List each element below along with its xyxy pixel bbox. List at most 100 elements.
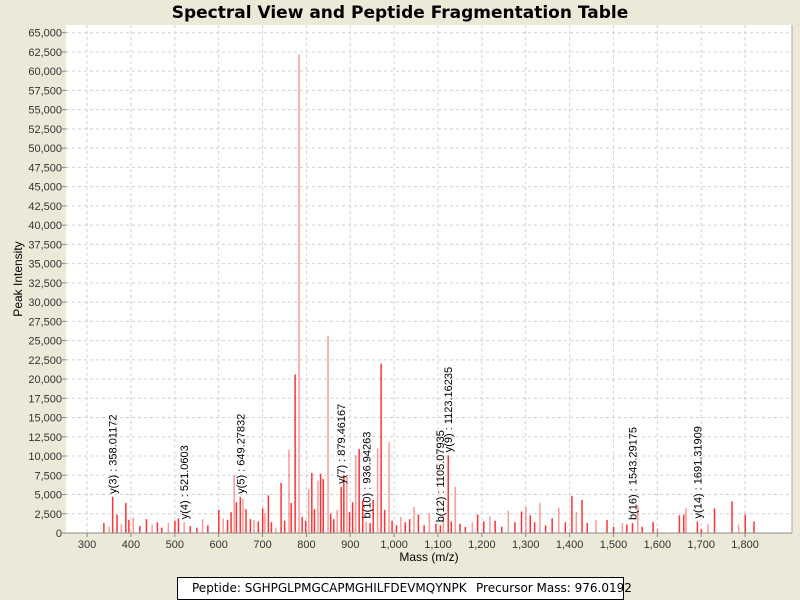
fragment-annotation: y(3) : 358.01172 bbox=[108, 415, 120, 494]
fragment-annotation: y(4) : 521.0603 bbox=[179, 445, 191, 519]
spectrum-peak bbox=[483, 521, 485, 533]
spectrum-peak bbox=[294, 374, 296, 533]
spectrum-peak bbox=[454, 486, 457, 533]
spectrum-peak bbox=[417, 514, 420, 533]
spectrum-peak bbox=[288, 449, 290, 533]
spectrum-peak bbox=[322, 479, 324, 533]
x-tick-label: 1,000 bbox=[380, 539, 408, 551]
x-tick-label: 1,300 bbox=[512, 539, 540, 551]
spectrum-peak bbox=[621, 522, 624, 533]
chart-title: Spectral View and Peptide Fragmentation … bbox=[171, 3, 629, 23]
y-tick-label: 5,000 bbox=[34, 490, 62, 502]
spectrum-peak bbox=[332, 519, 335, 533]
spectrum-peak bbox=[201, 519, 204, 533]
y-tick-label: 52,500 bbox=[28, 124, 62, 136]
spectrum-peak bbox=[218, 509, 220, 533]
y-tick-label: 32,500 bbox=[28, 278, 62, 290]
spectrum-peak bbox=[575, 512, 578, 533]
spectrum-peak bbox=[233, 475, 235, 533]
spectrum-peak bbox=[471, 522, 474, 533]
fragment-annotation: y(14) : 1691.31909 bbox=[692, 426, 704, 518]
x-tick-label: 1,700 bbox=[687, 539, 715, 551]
peptide-label: Peptide: SGHPGLPMGCAPMGHILFDEVMQYNPK bbox=[192, 581, 467, 595]
spectrum-peak bbox=[529, 515, 532, 533]
spectrum-peak bbox=[713, 508, 716, 533]
spectrum-peak bbox=[533, 522, 536, 533]
spectrum-peak bbox=[408, 519, 411, 533]
spectrum-peak bbox=[678, 515, 681, 533]
x-tick-label: 1,800 bbox=[731, 539, 759, 551]
x-tick-label: 1,500 bbox=[600, 539, 628, 551]
x-tick-label: 800 bbox=[297, 539, 315, 551]
fragment-annotation: y(9) : 1123.16235 bbox=[443, 367, 455, 452]
spectrum-peak bbox=[340, 486, 342, 533]
spectrum-peak bbox=[442, 516, 445, 533]
y-tick-label: 20,000 bbox=[28, 374, 62, 386]
spectrum-peak bbox=[447, 455, 449, 533]
spectrum-peak bbox=[494, 520, 496, 533]
spectrum-peak bbox=[111, 496, 114, 533]
spectrum-peak bbox=[435, 523, 437, 533]
y-tick-label: 57,500 bbox=[28, 85, 62, 97]
y-tick-label: 27,500 bbox=[28, 316, 62, 328]
spectrum-peak bbox=[369, 522, 371, 533]
spectrum-peak bbox=[283, 520, 286, 533]
y-axis-label: Peak Intensity bbox=[11, 241, 25, 316]
y-tick-label: 42,500 bbox=[28, 201, 62, 213]
x-tick-label: 1,400 bbox=[556, 539, 584, 551]
legend-box: Peptide: SGHPGLPMGCAPMGHILFDEVMQYNPK Pre… bbox=[177, 577, 632, 600]
spectrum-peak bbox=[189, 526, 192, 533]
spectrum-peak bbox=[267, 495, 270, 533]
spectrum-peak bbox=[696, 521, 699, 533]
spectrum-peak bbox=[348, 512, 351, 533]
spectrum-peak bbox=[376, 448, 379, 533]
spectrum-peak bbox=[230, 512, 232, 533]
spectrum-peak bbox=[161, 527, 163, 533]
spectrum-peak bbox=[636, 505, 639, 533]
y-tick-label: 25,000 bbox=[28, 336, 62, 348]
spectrum-peak bbox=[222, 518, 224, 533]
spectrum-peak bbox=[606, 519, 608, 533]
spectrum-peak bbox=[311, 472, 313, 533]
spectrum-peak bbox=[196, 527, 198, 533]
spectrum-peak bbox=[558, 507, 560, 533]
spectrum-peak bbox=[571, 496, 573, 533]
spectrum-peak bbox=[737, 524, 740, 533]
spectrum-peak bbox=[428, 512, 431, 533]
spectrum-peak bbox=[707, 523, 709, 533]
spectrum-peak bbox=[439, 525, 442, 533]
x-tick-label: 1,200 bbox=[468, 539, 496, 551]
y-tick-label: 7,500 bbox=[34, 470, 62, 482]
spectrum-peak bbox=[514, 522, 516, 533]
spectrum-peak bbox=[319, 473, 322, 533]
spectrum-peak bbox=[507, 510, 510, 533]
spectrum-peak bbox=[108, 526, 110, 533]
y-tick-label: 12,500 bbox=[28, 432, 62, 444]
spectrum-peak bbox=[177, 518, 180, 533]
x-tick-label: 700 bbox=[253, 539, 271, 551]
spectrum-peak bbox=[239, 496, 242, 533]
spectrum-peak bbox=[304, 520, 307, 533]
spectrum-peak bbox=[700, 529, 703, 533]
spectrum-peak bbox=[564, 522, 567, 533]
spectrum-peak bbox=[226, 519, 229, 533]
spectrum-peak bbox=[249, 519, 252, 533]
spectrum-peak bbox=[380, 363, 382, 533]
fragment-annotation: y(5) : 649.27832 bbox=[235, 414, 247, 494]
spectrum-peak bbox=[358, 449, 360, 533]
spectrum-peak bbox=[685, 508, 687, 533]
spectrum-peak bbox=[317, 480, 319, 533]
y-tick-label: 0 bbox=[56, 528, 62, 540]
spectrum-peak bbox=[551, 518, 553, 533]
spectrum-peak bbox=[257, 521, 260, 533]
y-tick-label: 45,000 bbox=[28, 182, 62, 194]
y-tick-label: 55,000 bbox=[28, 105, 62, 117]
spectrum-peak bbox=[354, 455, 357, 533]
spectrum-peak bbox=[731, 501, 733, 533]
x-tick-label: 600 bbox=[209, 539, 227, 551]
spectrum-peak bbox=[612, 526, 615, 533]
y-tick-label: 60,000 bbox=[28, 66, 62, 78]
spectrum-peak bbox=[459, 523, 461, 533]
spectrum-peak bbox=[275, 527, 277, 533]
